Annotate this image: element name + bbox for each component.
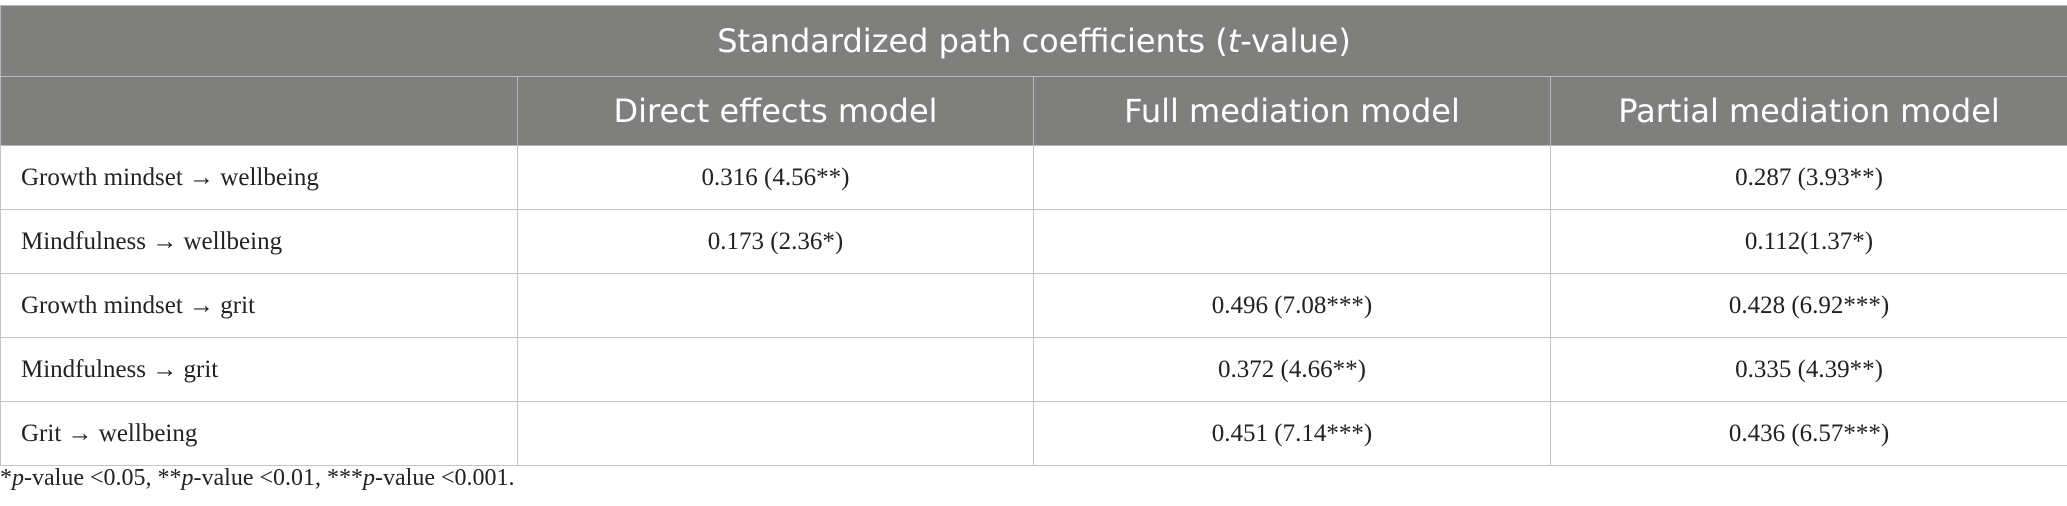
cell: 0.451 (7.14***) — [1033, 401, 1551, 466]
column-header — [0, 76, 518, 146]
header-row: Direct effects model Full mediation model… — [0, 76, 2067, 146]
text-segment: p — [181, 465, 194, 491]
cell: 0.428 (6.92***) — [1549, 273, 2067, 338]
text-segment: -value <0.01, *** — [193, 465, 364, 491]
table-row: Growth mindset → wellbeing 0.316 (4.56**)… — [0, 145, 2067, 210]
text-segment: -value) — [1240, 22, 1351, 60]
cell — [1033, 145, 1551, 210]
cell — [517, 401, 1034, 466]
footnote: *p-value <0.05, **p-value <0.01, ***p-va… — [0, 465, 515, 492]
text-segment: * — [0, 465, 12, 491]
row-label: Mindfulness → wellbeing — [0, 209, 518, 274]
cell: 0.335 (4.39**) — [1549, 337, 2067, 402]
cell — [517, 273, 1034, 338]
row-label: Mindfulness → grit — [0, 337, 518, 402]
text-segment: Standardized path coefficients ( — [717, 22, 1228, 60]
cell: 0.112(1.37*) — [1549, 209, 2067, 274]
text-segment: -value <0.001. — [375, 465, 515, 491]
cell — [1033, 209, 1551, 274]
text-segment: p — [363, 465, 375, 491]
text-segment: -value <0.05, ** — [24, 465, 182, 491]
cell: 0.372 (4.66**) — [1033, 337, 1551, 402]
table-row: Growth mindset → grit 0.496 (7.08***) 0.42… — [0, 273, 2067, 338]
cell: 0.287 (3.93**) — [1549, 145, 2067, 210]
cell — [517, 337, 1034, 402]
cell: 0.316 (4.56**) — [517, 145, 1034, 210]
text-segment: p — [12, 465, 24, 491]
table-row: Mindfulness → grit 0.372 (4.66**) 0.335 (4… — [0, 337, 2067, 402]
cell: 0.496 (7.08***) — [1033, 273, 1551, 338]
row-label: Grit → wellbeing — [0, 401, 518, 466]
row-label: Growth mindset → grit — [0, 273, 518, 338]
cell: 0.436 (6.57***) — [1549, 401, 2067, 466]
text-segment: t — [1227, 22, 1241, 60]
table-title: Standardized path coefficients (t-value) — [0, 5, 2067, 77]
column-header: Partial mediation model — [1549, 76, 2067, 146]
column-header: Full mediation model — [1033, 76, 1551, 146]
column-header: Direct effects model — [517, 76, 1034, 146]
table-row: Mindfulness → wellbeing 0.173 (2.36*) 0.11… — [0, 209, 2067, 274]
row-label: Growth mindset → wellbeing — [0, 145, 518, 210]
results-table: Standardized path coefficients (t-value)… — [0, 5, 2067, 466]
cell: 0.173 (2.36*) — [517, 209, 1034, 274]
table-row: Grit → wellbeing 0.451 (7.14***) 0.436 (6.… — [0, 401, 2067, 466]
